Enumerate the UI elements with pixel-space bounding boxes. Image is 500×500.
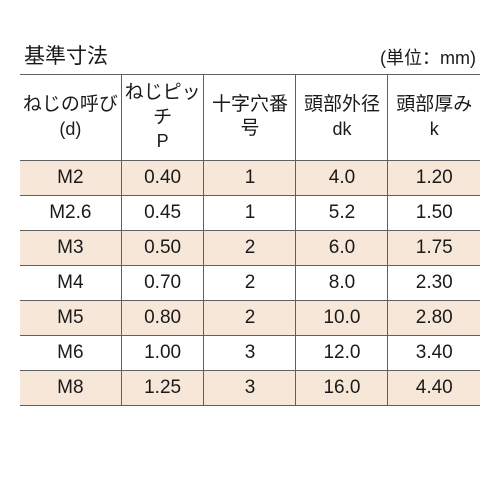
- table-cell: 1.50: [388, 195, 480, 230]
- table-cell: 0.80: [121, 300, 204, 335]
- table-cell: 0.40: [121, 160, 204, 195]
- table-cell: 3: [204, 335, 296, 370]
- table-cell: 8.0: [296, 265, 388, 300]
- col-header-name-top: ねじの呼び: [23, 94, 118, 115]
- table-cell: M4: [20, 265, 121, 300]
- table-cell: 16.0: [296, 370, 388, 405]
- table-row: M81.25316.04.40: [20, 370, 480, 405]
- table-cell: 1.25: [121, 370, 204, 405]
- table-cell: M2: [20, 160, 121, 195]
- table-row: M50.80210.02.80: [20, 300, 480, 335]
- table-cell: 12.0: [296, 335, 388, 370]
- table-row: M61.00312.03.40: [20, 335, 480, 370]
- table-row: M40.7028.02.30: [20, 265, 480, 300]
- unit-label: (単位：mm): [380, 44, 476, 70]
- table-cell: 0.45: [121, 195, 204, 230]
- col-header-dk-top: 頭部外径: [304, 94, 380, 115]
- table-cell: 0.70: [121, 265, 204, 300]
- table-cell: 1.75: [388, 230, 480, 265]
- table-cell: 2: [204, 265, 296, 300]
- table-cell: 3: [204, 370, 296, 405]
- col-header-k: 頭部厚み k: [388, 75, 480, 161]
- table-cell: 3.40: [388, 335, 480, 370]
- table-cell: 6.0: [296, 230, 388, 265]
- table-cell: 1: [204, 160, 296, 195]
- table-row: M2.60.4515.21.50: [20, 195, 480, 230]
- table-cell: 4.40: [388, 370, 480, 405]
- table-cell: M3: [20, 230, 121, 265]
- table-cell: 2: [204, 300, 296, 335]
- table-body: M20.4014.01.20M2.60.4515.21.50M30.5026.0…: [20, 160, 480, 405]
- col-header-pitch: ねじピッチ P: [121, 75, 204, 161]
- col-header-name: ねじの呼び (d): [20, 75, 121, 161]
- table-cell: 10.0: [296, 300, 388, 335]
- table-cell: 2: [204, 230, 296, 265]
- header-row: 基準寸法 (単位：mm): [20, 40, 480, 70]
- table-cell: 1: [204, 195, 296, 230]
- spec-table: ねじの呼び (d) ねじピッチ P 十字穴番号 頭部外径 dk 頭部厚み k M…: [20, 74, 480, 406]
- table-header-row: ねじの呼び (d) ねじピッチ P 十字穴番号 頭部外径 dk 頭部厚み k: [20, 75, 480, 161]
- table-row: M20.4014.01.20: [20, 160, 480, 195]
- table-cell: 2.30: [388, 265, 480, 300]
- table-cell: 1.20: [388, 160, 480, 195]
- table-row: M30.5026.01.75: [20, 230, 480, 265]
- page-title: 基準寸法: [24, 40, 108, 70]
- col-header-dk: 頭部外径 dk: [296, 75, 388, 161]
- table-cell: M2.6: [20, 195, 121, 230]
- col-header-k-bottom: k: [390, 118, 478, 141]
- table-cell: 1.00: [121, 335, 204, 370]
- col-header-k-top: 頭部厚み: [396, 94, 472, 115]
- table-cell: 2.80: [388, 300, 480, 335]
- col-header-cross-top: 十字穴番号: [212, 94, 288, 140]
- col-header-name-bottom: (d): [22, 118, 119, 141]
- col-header-cross: 十字穴番号: [204, 75, 296, 161]
- table-cell: 0.50: [121, 230, 204, 265]
- col-header-dk-bottom: dk: [298, 118, 385, 141]
- table-cell: 5.2: [296, 195, 388, 230]
- table-cell: M6: [20, 335, 121, 370]
- table-cell: 4.0: [296, 160, 388, 195]
- col-header-pitch-top: ねじピッチ: [125, 82, 201, 128]
- table-cell: M5: [20, 300, 121, 335]
- col-header-pitch-bottom: P: [124, 130, 202, 153]
- table-cell: M8: [20, 370, 121, 405]
